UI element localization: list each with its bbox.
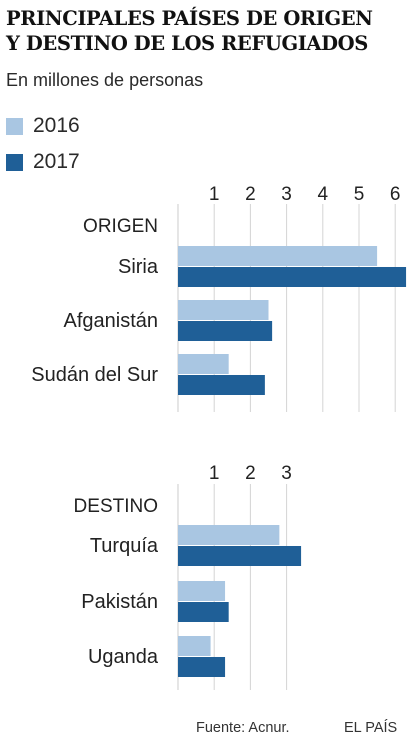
origen-tick-label: 4 — [318, 184, 329, 205]
legend-label-2016: 2016 — [33, 114, 80, 137]
destino-category-label: Uganda — [88, 646, 159, 668]
legend-label-2017: 2017 — [33, 150, 80, 173]
origen-bar-2017 — [178, 267, 407, 287]
origen-tick-label: 2 — [245, 184, 256, 205]
destino-category-label: Pakistán — [81, 591, 158, 613]
origen-category-label: Siria — [118, 256, 159, 278]
chart-title: PRINCIPALES PAÍSES DE ORIGEN Y DESTINO D… — [6, 6, 410, 56]
destino-bar-2016 — [178, 525, 280, 545]
origen-tick-label: 1 — [209, 184, 220, 205]
legend-swatch-2017 — [6, 153, 23, 171]
origen-bar-2016 — [178, 300, 269, 320]
destino-category-label: Turquía — [90, 535, 159, 557]
brand-logo-text: EL PAÍS — [344, 720, 398, 736]
destino-bar-2017 — [178, 602, 229, 622]
origen-category-label: Sudán del Sur — [31, 364, 158, 386]
origen-bar-2017 — [178, 375, 265, 395]
origen-group-label: ORIGEN — [83, 216, 158, 237]
destino-tick-label: 3 — [281, 463, 292, 484]
title-line-1: PRINCIPALES PAÍSES DE ORIGEN — [6, 7, 373, 30]
origen-bar-2016 — [178, 354, 229, 374]
destino-bar-2017 — [178, 657, 226, 677]
destino-bar-2017 — [178, 546, 302, 566]
origen-bar-2017 — [178, 321, 273, 341]
destino-tick-label: 2 — [245, 463, 256, 484]
legend-item-2016: 2016 — [6, 108, 80, 144]
source-note: Fuente: Acnur. — [196, 720, 290, 736]
chart-subtitle: En millones de personas — [6, 70, 204, 90]
legend: 2016 2017 — [6, 108, 80, 180]
origen-tick-label: 6 — [390, 184, 401, 205]
origen-category-label: Afganistán — [63, 310, 158, 332]
title-line-2: Y DESTINO DE LOS REFUGIADOS — [6, 32, 368, 55]
legend-item-2017: 2017 — [6, 144, 80, 180]
legend-swatch-2016 — [6, 117, 23, 135]
destino-bar-2016 — [178, 581, 226, 601]
destino-group-label: DESTINO — [74, 496, 158, 517]
origen-bar-2016 — [178, 246, 378, 266]
origen-tick-label: 3 — [281, 184, 292, 205]
destino-bar-2016 — [178, 636, 211, 656]
destino-tick-label: 1 — [209, 463, 220, 484]
origen-tick-label: 5 — [354, 184, 365, 205]
